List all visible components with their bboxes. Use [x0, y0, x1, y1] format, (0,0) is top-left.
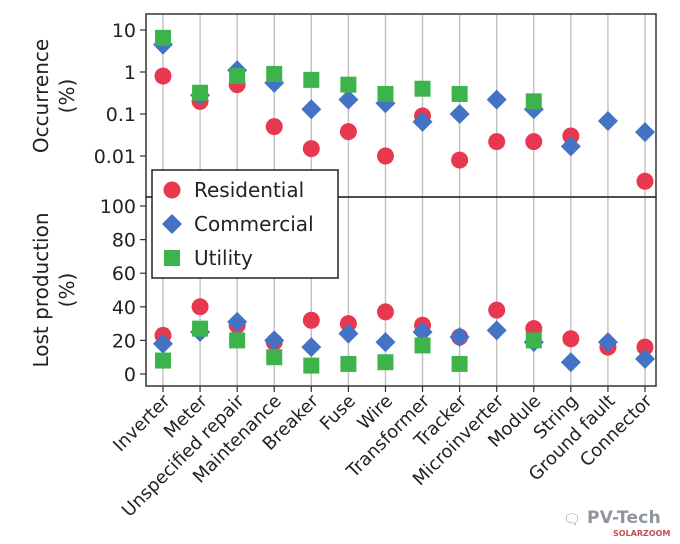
legend-marker-residential [163, 181, 181, 199]
lost-production-point-residential-breaker [302, 311, 320, 329]
lost-production-point-residential-connector [636, 338, 654, 356]
lost-production-point-residential-fuse [339, 315, 357, 333]
bottom-y-tick-label: 80 [112, 230, 136, 252]
occurrence-point-commercial-connector [635, 122, 655, 143]
legend-label-commercial: Commercial [194, 212, 314, 236]
bottom-y-tick-label: 20 [112, 330, 136, 352]
lost-production-point-utility-module [525, 332, 542, 349]
lost-production-point-utility-tracker [451, 355, 468, 372]
legend-box [151, 169, 339, 279]
bottom-y-tick-label: 100 [100, 196, 136, 218]
legend-label-residential: Residential [194, 178, 304, 202]
top-y-tick-label: 10 [112, 20, 136, 42]
lost-production-point-residential-meter [191, 298, 209, 316]
occurrence-point-residential-connector [636, 172, 654, 190]
occurrence-point-commercial-ground-fault [597, 111, 618, 132]
lost-production-point-residential-wire [376, 303, 394, 321]
occurrence-point-commercial-fuse [338, 89, 359, 110]
bottom-y-axis-label: Lost production [29, 212, 53, 367]
bottom-y-tick-label: 40 [112, 297, 136, 319]
lost-production-point-utility-wire [377, 354, 394, 371]
occurrence-point-utility-wire [377, 85, 394, 102]
lost-production-point-utility-breaker [303, 357, 320, 374]
occurrence-point-residential-maintenance [265, 118, 283, 136]
lost-production-point-commercial-string [560, 352, 581, 373]
lost-production-point-commercial-connector [635, 348, 655, 369]
occurrence-point-utility-unspecified-repair [229, 68, 246, 85]
wechat-icon: 🗨 [563, 512, 581, 528]
occurrence-point-residential-inverter [154, 67, 172, 85]
top-y-tick-label: 0.01 [94, 146, 136, 168]
occurrence-point-residential-wire [376, 147, 394, 165]
lost-production-point-commercial-ground-fault [597, 332, 618, 353]
occurrence-point-residential-fuse [339, 123, 357, 141]
lost-production-point-commercial-tracker [449, 327, 470, 348]
occurrence-point-utility-fuse [340, 76, 357, 93]
watermark: 🗨 PV-Tech SOLARZOOM [563, 506, 675, 540]
lost-production-point-commercial-microinverter [486, 320, 507, 341]
occurrence-point-utility-module [525, 93, 542, 110]
lost-production-point-utility-meter [192, 320, 209, 337]
lost-production-point-utility-inverter [155, 352, 171, 369]
occurrence-point-residential-string [562, 127, 580, 145]
top-y-axis-label: Occurrence [29, 39, 53, 153]
occurrence-point-residential-module [525, 133, 543, 151]
legend-marker-utility [164, 250, 180, 266]
occurrence-point-residential-microinverter [488, 133, 506, 151]
lost-production-point-utility-unspecified-repair [229, 332, 246, 349]
lost-production-point-utility-transformer [414, 337, 431, 354]
occurrence-point-utility-tracker [451, 85, 468, 102]
occurrence-point-commercial-tracker [449, 104, 470, 124]
x-tick-label-fuse: Fuse [316, 391, 360, 435]
legend: Residential Commercial Utility [151, 169, 339, 279]
top-y-tick-label: 1 [124, 62, 136, 84]
top-y-tick-label: 0.1 [106, 104, 136, 126]
lost-production-point-commercial-fuse [338, 323, 359, 344]
occurrence-point-utility-inverter [155, 29, 171, 46]
lost-production-point-commercial-unspecified-repair [227, 311, 248, 332]
lost-production-point-utility-fuse [340, 355, 357, 372]
lost-production-point-commercial-transformer [412, 322, 433, 342]
legend-label-utility: Utility [194, 246, 253, 270]
bottom-y-tick-label: 60 [112, 263, 136, 285]
lost-production-point-utility-maintenance [266, 349, 283, 366]
occurrence-point-utility-transformer [414, 80, 431, 97]
occurrence-point-utility-breaker [303, 71, 320, 88]
occurrence-point-utility-meter [192, 84, 209, 101]
occurrence-point-commercial-breaker [301, 99, 322, 120]
watermark-text: PV-Tech [587, 508, 662, 528]
occurrence-point-residential-breaker [302, 140, 320, 158]
bottom-y-tick-label: 0 [124, 364, 136, 386]
bottom-plot-frame [145, 196, 657, 387]
data-points [153, 29, 655, 374]
legend-marker-commercial [162, 214, 182, 234]
occurrence-point-residential-tracker [451, 151, 469, 169]
bottom-y-axis-label: (%) [55, 273, 79, 308]
lost-production-point-residential-microinverter [488, 301, 506, 319]
lost-production-point-commercial-breaker [301, 337, 322, 358]
lost-production-point-commercial-maintenance [264, 330, 285, 351]
occurrence-point-commercial-string [560, 136, 581, 157]
occurrence-point-commercial-transformer [412, 111, 433, 132]
top-y-axis-label: (%) [55, 79, 79, 114]
occurrence-point-commercial-microinverter [486, 89, 507, 110]
lost-production-point-residential-string [562, 330, 580, 348]
lost-production-point-commercial-inverter [153, 333, 173, 354]
watermark-subtext: SOLARZOOM [613, 529, 671, 538]
lost-production-point-commercial-wire [375, 332, 396, 353]
occurrence-point-utility-maintenance [266, 65, 283, 82]
